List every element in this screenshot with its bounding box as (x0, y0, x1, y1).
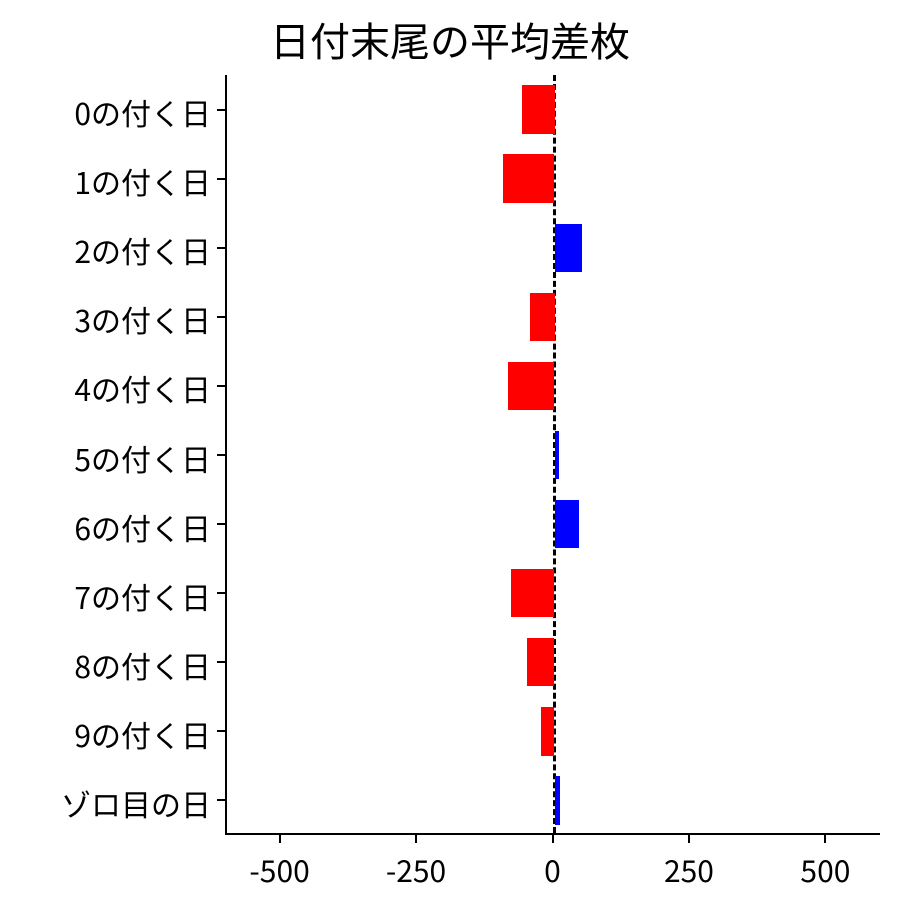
bar (511, 569, 555, 617)
bar (555, 776, 560, 824)
bar (530, 293, 555, 341)
y-tick-label: 0の付く日 (74, 90, 211, 134)
bar (522, 85, 555, 133)
y-tick-label: 3の付く日 (74, 297, 211, 341)
x-tick-label: 0 (503, 847, 603, 891)
x-tick-label: 250 (639, 847, 739, 891)
y-tick-mark (217, 385, 225, 387)
y-tick-label: 5の付く日 (74, 436, 211, 480)
y-tick-label: 1の付く日 (74, 159, 211, 203)
y-tick-mark (217, 799, 225, 801)
x-tick-mark (279, 835, 281, 843)
y-tick-mark (217, 247, 225, 249)
bar (555, 224, 582, 272)
y-tick-label: 7の付く日 (74, 574, 211, 618)
y-tick-label: 2の付く日 (74, 228, 211, 272)
x-tick-mark (688, 835, 690, 843)
x-tick-label: 500 (775, 847, 875, 891)
bar (503, 154, 555, 202)
y-tick-mark (217, 178, 225, 180)
y-tick-mark (217, 661, 225, 663)
y-tick-mark (217, 592, 225, 594)
bar (541, 707, 555, 755)
y-tick-mark (217, 454, 225, 456)
bar (555, 431, 559, 479)
y-tick-mark (217, 730, 225, 732)
x-tick-label: -250 (366, 847, 466, 891)
y-tick-label: 8の付く日 (74, 643, 211, 687)
x-tick-label: -500 (230, 847, 330, 891)
y-tick-mark (217, 109, 225, 111)
chart-title: 日付末尾の平均差枚 (0, 10, 900, 68)
y-tick-label: 4の付く日 (74, 366, 211, 410)
bar (527, 638, 554, 686)
x-tick-mark (552, 835, 554, 843)
bar (508, 362, 554, 410)
x-tick-mark (415, 835, 417, 843)
plot-area (225, 75, 880, 835)
y-tick-mark (217, 316, 225, 318)
x-tick-mark (824, 835, 826, 843)
chart-container: 日付末尾の平均差枚 0の付く日 1の付く日 2の付く日 3の付く日 4の付く日 5の付く日… (0, 0, 900, 900)
bar (555, 500, 580, 548)
y-tick-label: 9の付く日 (74, 712, 211, 756)
y-tick-label: 6の付く日 (74, 505, 211, 549)
y-tick-mark (217, 523, 225, 525)
y-tick-label: ゾロ目の日 (61, 781, 211, 825)
